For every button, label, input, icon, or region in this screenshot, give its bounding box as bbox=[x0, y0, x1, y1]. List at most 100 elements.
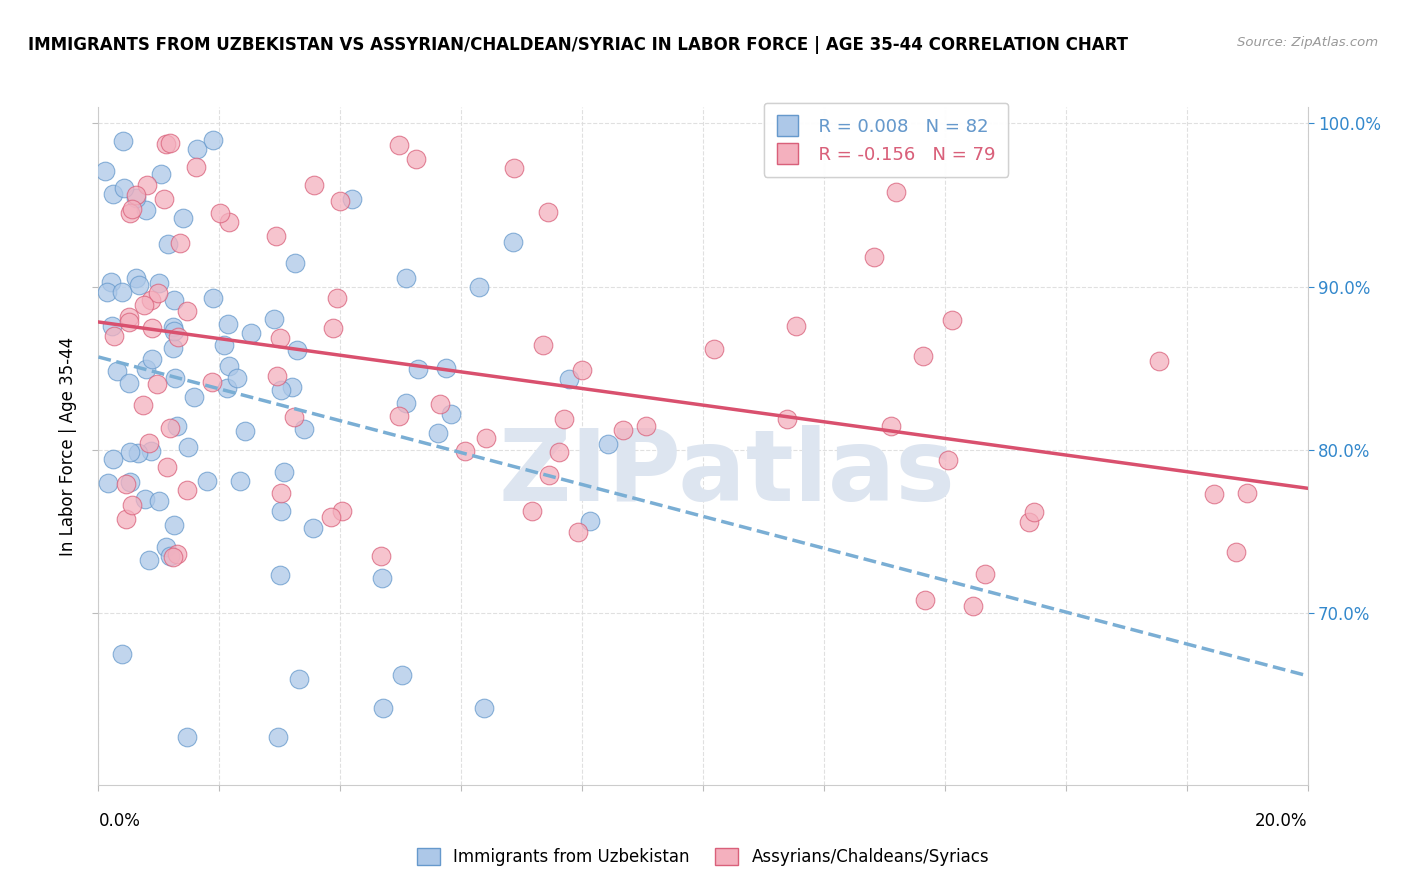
Text: IMMIGRANTS FROM UZBEKISTAN VS ASSYRIAN/CHALDEAN/SYRIAC IN LABOR FORCE | AGE 35-4: IMMIGRANTS FROM UZBEKISTAN VS ASSYRIAN/C… bbox=[28, 36, 1128, 54]
Point bbox=[218, 359, 240, 374]
Point bbox=[208, 206, 231, 220]
Point bbox=[1236, 486, 1258, 500]
Point bbox=[1225, 545, 1247, 559]
Point bbox=[405, 152, 427, 166]
Point bbox=[100, 275, 122, 289]
Point bbox=[112, 134, 135, 148]
Point bbox=[567, 524, 589, 539]
Point bbox=[371, 701, 394, 715]
Point bbox=[166, 547, 188, 561]
Point bbox=[186, 142, 208, 156]
Point bbox=[340, 192, 363, 206]
Point bbox=[388, 409, 411, 424]
Point bbox=[267, 731, 290, 745]
Point bbox=[135, 362, 157, 376]
Point bbox=[558, 372, 581, 386]
Point bbox=[269, 331, 291, 345]
Point bbox=[139, 293, 162, 307]
Point bbox=[329, 194, 352, 208]
Point bbox=[141, 321, 163, 335]
Point bbox=[531, 338, 554, 352]
Point bbox=[138, 553, 160, 567]
Point bbox=[429, 397, 451, 411]
Point bbox=[233, 424, 256, 438]
Point bbox=[270, 383, 292, 397]
Point bbox=[148, 277, 170, 291]
Point bbox=[785, 319, 807, 334]
Point bbox=[166, 329, 188, 343]
Point bbox=[125, 188, 148, 202]
Point bbox=[273, 465, 295, 479]
Point bbox=[302, 178, 325, 193]
Point bbox=[1024, 505, 1046, 519]
Point bbox=[183, 390, 205, 404]
Point bbox=[162, 549, 184, 564]
Point bbox=[195, 474, 218, 488]
Point bbox=[321, 509, 343, 524]
Point bbox=[426, 426, 449, 441]
Point bbox=[101, 186, 124, 201]
Point bbox=[141, 444, 163, 458]
Point bbox=[118, 315, 141, 329]
Point bbox=[218, 215, 240, 229]
Point bbox=[138, 436, 160, 450]
Point bbox=[103, 328, 125, 343]
Point bbox=[475, 431, 498, 445]
Point bbox=[118, 445, 141, 459]
Point bbox=[571, 363, 593, 377]
Point bbox=[270, 486, 292, 500]
Point bbox=[169, 235, 191, 250]
Point bbox=[114, 477, 136, 491]
Point bbox=[269, 568, 291, 582]
Point bbox=[176, 730, 198, 744]
Point bbox=[634, 419, 657, 434]
Point bbox=[201, 133, 224, 147]
Point bbox=[547, 444, 569, 458]
Point bbox=[152, 192, 174, 206]
Point bbox=[112, 181, 135, 195]
Point bbox=[454, 443, 477, 458]
Point bbox=[240, 326, 263, 340]
Point bbox=[128, 278, 150, 293]
Text: ZIPatlas: ZIPatlas bbox=[499, 425, 956, 522]
Point bbox=[284, 256, 307, 270]
Point bbox=[177, 441, 200, 455]
Point bbox=[280, 380, 302, 394]
Point bbox=[884, 185, 907, 199]
Point bbox=[163, 517, 186, 532]
Point bbox=[863, 251, 886, 265]
Point bbox=[612, 423, 634, 437]
Text: 20.0%: 20.0% bbox=[1256, 812, 1308, 830]
Point bbox=[911, 349, 934, 363]
Point bbox=[406, 362, 429, 376]
Point bbox=[94, 163, 117, 178]
Point bbox=[212, 337, 235, 351]
Point bbox=[118, 310, 141, 324]
Point bbox=[776, 412, 799, 426]
Point bbox=[215, 380, 238, 394]
Point bbox=[121, 202, 143, 216]
Point bbox=[703, 342, 725, 356]
Point bbox=[394, 271, 416, 285]
Point bbox=[285, 343, 308, 358]
Point bbox=[936, 453, 959, 467]
Point bbox=[111, 647, 134, 661]
Point bbox=[136, 178, 159, 193]
Point bbox=[388, 137, 411, 152]
Point bbox=[121, 499, 143, 513]
Point bbox=[391, 667, 413, 681]
Point bbox=[202, 291, 225, 305]
Point bbox=[200, 375, 222, 389]
Point bbox=[229, 474, 252, 488]
Point bbox=[163, 293, 186, 307]
Point bbox=[97, 476, 120, 491]
Point bbox=[1018, 516, 1040, 530]
Point bbox=[134, 492, 156, 507]
Point bbox=[538, 467, 561, 482]
Point bbox=[162, 341, 184, 355]
Point bbox=[536, 204, 558, 219]
Y-axis label: In Labor Force | Age 35-44: In Labor Force | Age 35-44 bbox=[59, 336, 77, 556]
Point bbox=[163, 371, 186, 385]
Point bbox=[263, 312, 285, 326]
Point bbox=[553, 412, 575, 426]
